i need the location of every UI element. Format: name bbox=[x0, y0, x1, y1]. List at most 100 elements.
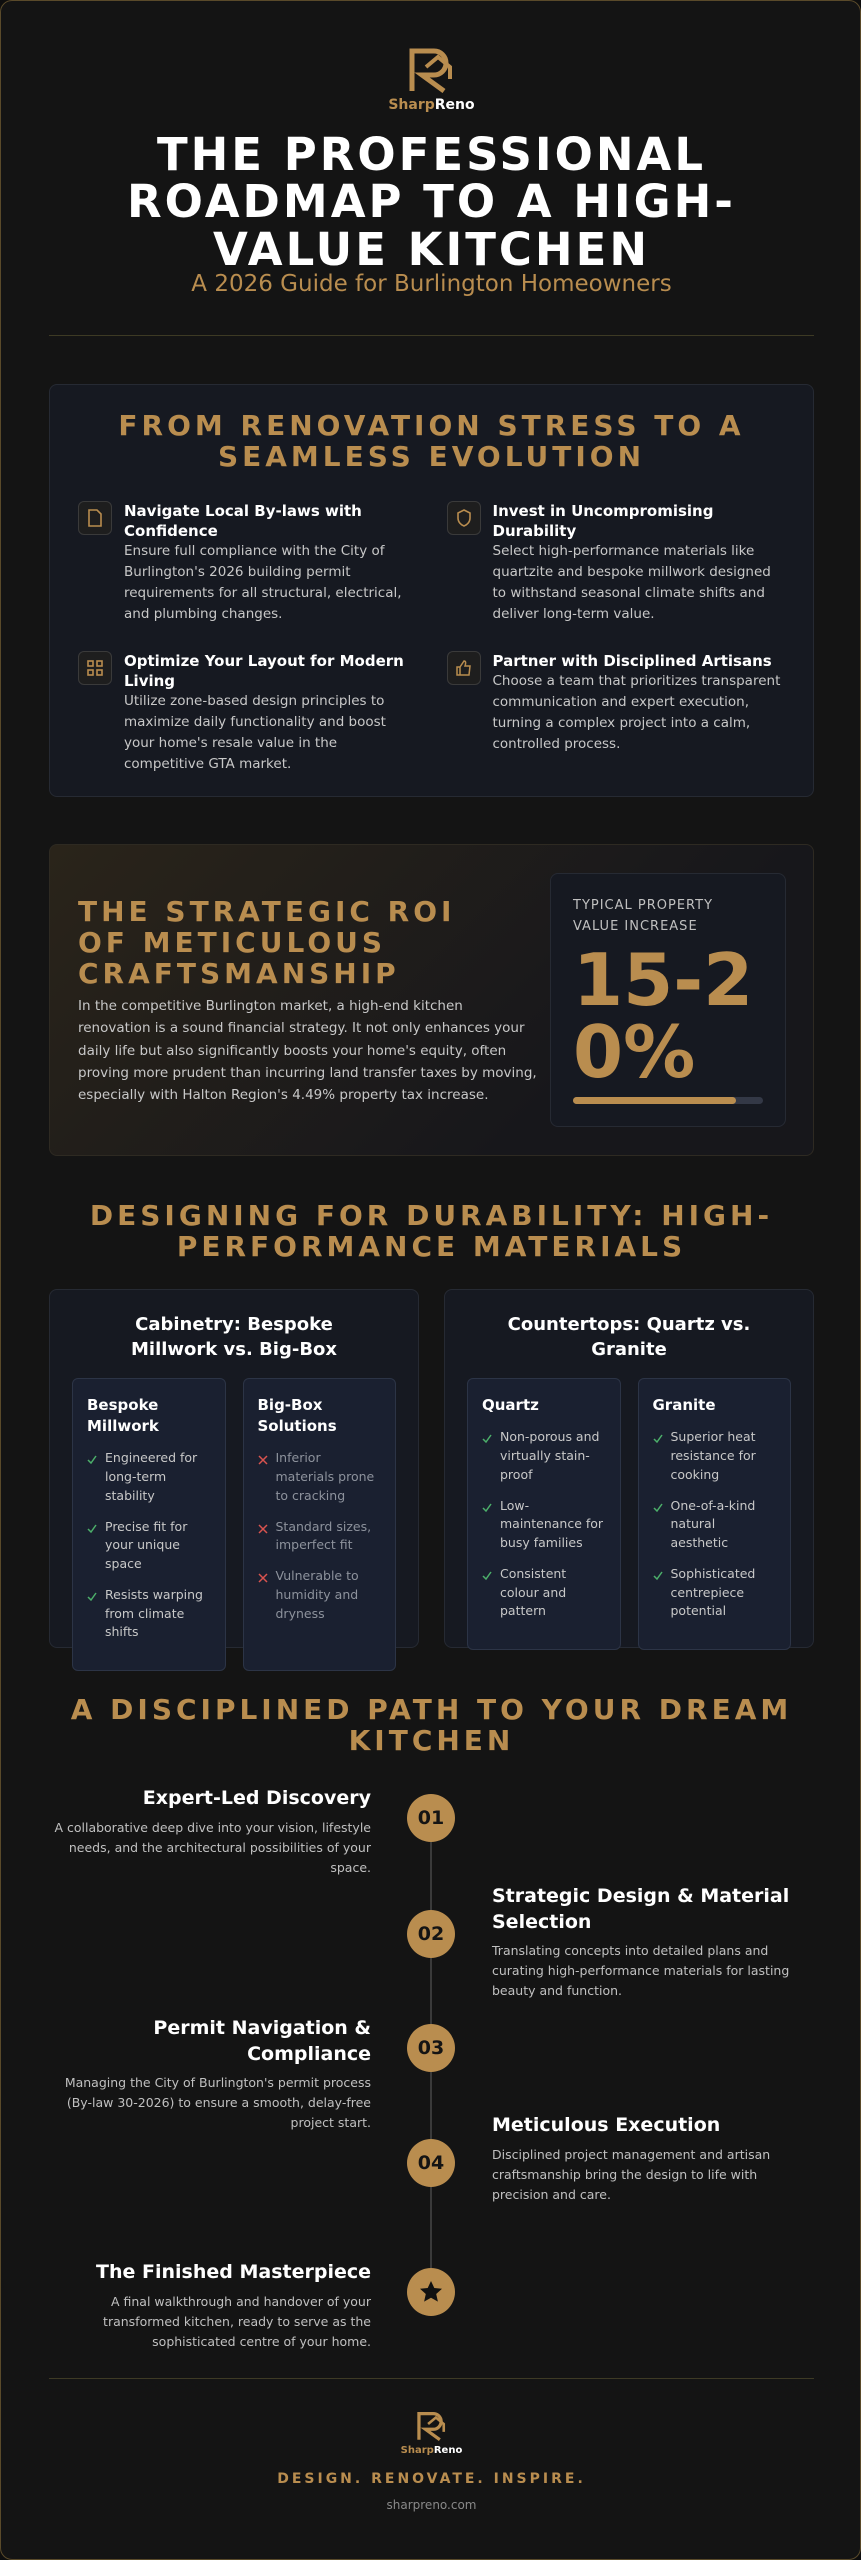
feature-title: Partner with Disciplined Artisans bbox=[492, 651, 772, 670]
main-title: THE PROFESSIONAL ROADMAP TO A HIGH-VALUE… bbox=[127, 128, 736, 276]
point-marker bbox=[652, 1428, 663, 1484]
point-marker bbox=[257, 1518, 268, 1556]
option-point: Precise fit for your unique space bbox=[87, 1518, 211, 1574]
point-marker bbox=[257, 1449, 268, 1505]
feature-text: Invest in Uncompromising Durability Selec… bbox=[493, 501, 786, 625]
option-point: Sophisticated centrepiece potential bbox=[652, 1565, 777, 1621]
feature-item: Navigate Local By-laws with Confidence En… bbox=[78, 500, 417, 625]
step: Expert-Led Discovery A collaborative deep… bbox=[49, 1786, 371, 1878]
feature-title: Invest in Uncompromising Durability bbox=[492, 501, 714, 540]
point-text: Resists warping from climate shifts bbox=[105, 1586, 203, 1640]
option-box: Quartz Non-porous and virtually stain-pro… bbox=[467, 1378, 621, 1651]
step: Strategic Design & Material Selection Tra… bbox=[492, 1884, 814, 2001]
evolution-heading: FROM RENOVATION STRESS TO A SEAMLESS EVO… bbox=[118, 409, 745, 473]
brand-second: Reno bbox=[434, 97, 475, 113]
point-text: Inferior materials prone to cracking bbox=[275, 1450, 375, 1503]
point-text: Standard sizes, imperfect fit bbox=[275, 1518, 372, 1553]
point-text: Non-porous and virtually stain-proof bbox=[500, 1429, 600, 1482]
progress-fill bbox=[573, 1097, 737, 1104]
step: Permit Navigation & Compliance Managing t… bbox=[49, 2016, 371, 2133]
feature-desc: Utilize zone-based design principles to … bbox=[124, 693, 386, 773]
option-point: One-of-a-kind natural aesthetic bbox=[652, 1497, 777, 1553]
point-marker bbox=[652, 1497, 663, 1553]
point-marker bbox=[652, 1565, 663, 1621]
option-box: Big-Box Solutions Inferior materials pron… bbox=[242, 1378, 396, 1672]
tagline: DESIGN. RENOVATE. INSPIRE. bbox=[277, 2471, 586, 2487]
option-point: Superior heat resistance for cooking bbox=[652, 1428, 777, 1484]
subtitle: A 2026 Guide for Burlington Homeowners bbox=[191, 271, 672, 297]
option-name: Quartz bbox=[482, 1396, 539, 1415]
option-box: Bespoke Millwork Engineered for long-term… bbox=[72, 1378, 226, 1672]
path-heading: A DISCIPLINED PATH TO YOUR DREAM KITCHEN bbox=[70, 1693, 793, 1757]
feature-desc: Ensure full compliance with the City of … bbox=[124, 543, 402, 622]
option-point: Consistent colour and pattern bbox=[482, 1565, 606, 1621]
step-marker: 03 bbox=[407, 2024, 455, 2072]
step-title: Expert-Led Discovery bbox=[142, 1787, 371, 1809]
comparison-card: Countertops: Quartz vs. Granite Quartz Non… bbox=[444, 1289, 814, 1651]
comparison-title: Countertops: Quartz vs. Granite bbox=[507, 1314, 751, 1361]
feature-icon bbox=[78, 650, 112, 685]
point-text: Sophisticated centrepiece potential bbox=[670, 1565, 756, 1619]
logo-mark bbox=[409, 48, 452, 94]
step-marker bbox=[407, 2268, 455, 2316]
point-text: One-of-a-kind natural aesthetic bbox=[670, 1497, 756, 1551]
brand-first: Sharp bbox=[400, 2445, 434, 2456]
feature-title: Optimize Your Layout for Modern Living bbox=[124, 651, 404, 691]
option-name: Bespoke Millwork bbox=[87, 1396, 159, 1436]
option-name: Granite bbox=[652, 1396, 716, 1415]
divider bbox=[49, 2378, 814, 2379]
feature-title: Navigate Local By-laws with Confidence bbox=[124, 501, 362, 540]
roi-heading: THE STRATEGIC ROI OF METICULOUS CRAFTSMA… bbox=[78, 895, 456, 990]
step: The Finished Masterpiece A final walkthro… bbox=[49, 2260, 371, 2352]
point-marker bbox=[482, 1428, 492, 1484]
option-point: Vulnerable to humidity and dryness bbox=[257, 1567, 382, 1623]
roi-card: THE STRATEGIC ROI OF METICULOUS CRAFTSMA… bbox=[49, 844, 814, 1156]
feature-text: Optimize Your Layout for Modern Living Ut… bbox=[124, 651, 417, 775]
feature-text: Navigate Local By-laws with Confidence En… bbox=[124, 501, 417, 625]
header-logo: SharpReno bbox=[1, 47, 860, 113]
comparison-title: Cabinetry: Bespoke Millwork vs. Big-Box bbox=[130, 1314, 338, 1361]
evolution-grid: Navigate Local By-laws with Confidence En… bbox=[50, 500, 813, 775]
step-text: Translating concepts into detailed plans… bbox=[492, 1943, 790, 1999]
feature-text: Partner with Disciplined Artisans Choose … bbox=[493, 651, 786, 775]
option-box: Granite Superior heat resistance for cook… bbox=[637, 1378, 791, 1651]
option-point: Non-porous and virtually stain-proof bbox=[482, 1428, 606, 1484]
feature-item: Invest in Uncompromising Durability Selec… bbox=[446, 500, 786, 625]
step-text: A collaborative deep dive into your visi… bbox=[54, 1819, 371, 1875]
step-title: Permit Navigation & Compliance bbox=[153, 2017, 371, 2065]
website: sharpreno.com bbox=[386, 2498, 477, 2512]
brand-second: Reno bbox=[433, 2445, 463, 2456]
progress-track bbox=[573, 1097, 763, 1104]
feature-item: Partner with Disciplined Artisans Choose … bbox=[446, 650, 786, 775]
feature-desc: Select high-performance materials like q… bbox=[492, 543, 771, 622]
point-text: Vulnerable to humidity and dryness bbox=[275, 1568, 359, 1621]
point-marker bbox=[87, 1449, 97, 1505]
step-text: Disciplined project management and artis… bbox=[492, 2146, 771, 2202]
option-point: Inferior materials prone to cracking bbox=[257, 1449, 382, 1505]
step-marker: 01 bbox=[407, 1794, 455, 1842]
feature-icon bbox=[78, 500, 112, 535]
option-point: Engineered for long-term stability bbox=[87, 1449, 211, 1505]
step-title: Meticulous Execution bbox=[492, 2114, 721, 2136]
option-name: Big-Box Solutions bbox=[257, 1396, 337, 1436]
step-marker: 02 bbox=[407, 1910, 455, 1958]
step-text: A final walkthrough and handover of your… bbox=[103, 2293, 371, 2349]
feature-icon bbox=[446, 500, 481, 535]
feature-icon bbox=[446, 650, 481, 685]
evolution-card: FROM RENOVATION STRESS TO A SEAMLESS EVO… bbox=[49, 384, 814, 797]
divider bbox=[49, 335, 814, 336]
point-marker bbox=[482, 1565, 492, 1621]
options: Bespoke Millwork Engineered for long-term… bbox=[72, 1378, 396, 1672]
stat-label: TYPICAL PROPERTY VALUE INCREASE bbox=[573, 898, 714, 934]
point-marker bbox=[87, 1518, 97, 1574]
step: Meticulous Execution Disciplined project … bbox=[492, 2113, 814, 2205]
feature-item: Optimize Your Layout for Modern Living Ut… bbox=[78, 650, 417, 775]
step-marker: 04 bbox=[407, 2139, 455, 2187]
point-marker bbox=[482, 1497, 492, 1553]
stat-box: TYPICAL PROPERTY VALUE INCREASE 15-20% bbox=[550, 873, 786, 1127]
comparison-card: Cabinetry: Bespoke Millwork vs. Big-Box B… bbox=[49, 1289, 419, 1672]
step-title: The Finished Masterpiece bbox=[96, 2261, 371, 2283]
point-text: Consistent colour and pattern bbox=[500, 1565, 567, 1619]
point-marker bbox=[257, 1567, 268, 1623]
